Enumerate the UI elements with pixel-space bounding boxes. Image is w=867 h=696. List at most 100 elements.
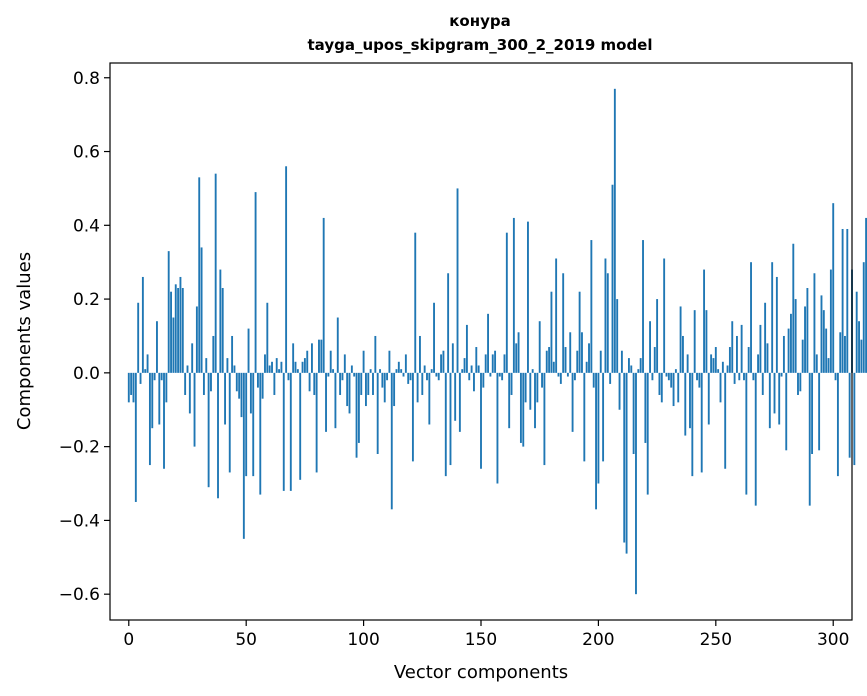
bar bbox=[787, 328, 790, 373]
bar bbox=[696, 372, 698, 381]
bar bbox=[799, 372, 802, 392]
bar bbox=[496, 372, 499, 484]
bar bbox=[299, 372, 302, 480]
bar bbox=[289, 372, 292, 491]
bar bbox=[719, 372, 722, 403]
bar bbox=[757, 354, 760, 373]
bar bbox=[682, 335, 684, 373]
bar bbox=[174, 284, 177, 373]
bar bbox=[597, 372, 600, 484]
bar bbox=[353, 372, 356, 377]
bar bbox=[296, 369, 299, 373]
bar bbox=[637, 369, 640, 373]
bar bbox=[348, 372, 351, 414]
bar bbox=[862, 262, 865, 373]
bar bbox=[512, 217, 515, 373]
bar bbox=[785, 372, 788, 451]
bar bbox=[860, 339, 863, 373]
bar bbox=[775, 276, 778, 373]
bar bbox=[433, 302, 435, 373]
bar bbox=[367, 372, 370, 395]
bar bbox=[557, 372, 560, 377]
bar bbox=[731, 321, 734, 373]
bar bbox=[322, 217, 325, 373]
bar bbox=[665, 372, 668, 377]
bar bbox=[644, 372, 647, 443]
bar bbox=[728, 347, 731, 373]
bar bbox=[153, 372, 156, 381]
bar bbox=[210, 372, 212, 392]
bar bbox=[137, 302, 140, 373]
bar bbox=[339, 372, 342, 395]
bar bbox=[447, 273, 450, 373]
bar bbox=[667, 372, 670, 381]
bar bbox=[541, 372, 543, 388]
bar bbox=[233, 365, 236, 373]
bar bbox=[449, 372, 452, 466]
bar bbox=[865, 217, 867, 373]
bar bbox=[806, 288, 809, 373]
x-tick-label: 250 bbox=[700, 630, 732, 650]
bar bbox=[217, 372, 219, 499]
bar bbox=[332, 369, 335, 373]
bar bbox=[287, 372, 290, 381]
bar bbox=[456, 188, 459, 373]
bar bbox=[599, 350, 602, 373]
y-tick-label: 0.2 bbox=[73, 290, 100, 310]
chart-subtitle: tayga_upos_skipgram_300_2_2019 model bbox=[308, 36, 653, 54]
bar bbox=[780, 372, 783, 377]
bar bbox=[487, 313, 489, 373]
bar bbox=[134, 372, 137, 502]
bar bbox=[649, 321, 651, 373]
bar bbox=[416, 372, 419, 403]
bar bbox=[426, 372, 428, 381]
bar bbox=[804, 306, 806, 373]
bar bbox=[620, 350, 623, 373]
bar bbox=[402, 372, 405, 377]
bar bbox=[357, 372, 360, 443]
bar bbox=[733, 372, 736, 384]
bar bbox=[376, 372, 379, 454]
bar bbox=[790, 313, 792, 373]
bar bbox=[440, 354, 443, 373]
bar bbox=[167, 251, 170, 373]
bar bbox=[320, 339, 323, 373]
bar bbox=[658, 372, 661, 395]
bar bbox=[336, 317, 339, 373]
bar bbox=[249, 372, 252, 414]
bar bbox=[858, 321, 860, 373]
bar bbox=[595, 372, 597, 510]
bar bbox=[484, 354, 487, 373]
y-tick-label: 0.4 bbox=[73, 216, 100, 236]
bar bbox=[714, 347, 717, 373]
bar bbox=[313, 372, 316, 395]
bar bbox=[423, 365, 426, 373]
bar bbox=[562, 273, 565, 373]
bar bbox=[592, 372, 595, 388]
bar bbox=[573, 372, 576, 381]
bar bbox=[750, 262, 752, 373]
bar bbox=[414, 232, 417, 373]
bar bbox=[829, 269, 832, 373]
bar bbox=[569, 332, 572, 373]
bar bbox=[841, 228, 844, 373]
bar bbox=[271, 361, 273, 373]
bar bbox=[303, 358, 306, 373]
bar bbox=[473, 372, 475, 392]
bar bbox=[510, 372, 513, 395]
bar bbox=[444, 372, 447, 477]
bar bbox=[334, 372, 337, 429]
y-tick-label: −0.2 bbox=[59, 438, 100, 458]
bar bbox=[839, 332, 842, 373]
bar bbox=[660, 372, 663, 403]
bar bbox=[259, 372, 262, 495]
y-axis-label: Components values bbox=[14, 252, 35, 430]
x-tick-label: 300 bbox=[817, 630, 849, 650]
bar bbox=[219, 269, 222, 373]
bar bbox=[144, 369, 147, 373]
bar bbox=[691, 372, 694, 477]
bar bbox=[825, 328, 828, 373]
bar bbox=[543, 372, 546, 466]
x-axis: 0 50 100 150 200 250 300 bbox=[123, 620, 849, 650]
bar bbox=[656, 299, 659, 373]
